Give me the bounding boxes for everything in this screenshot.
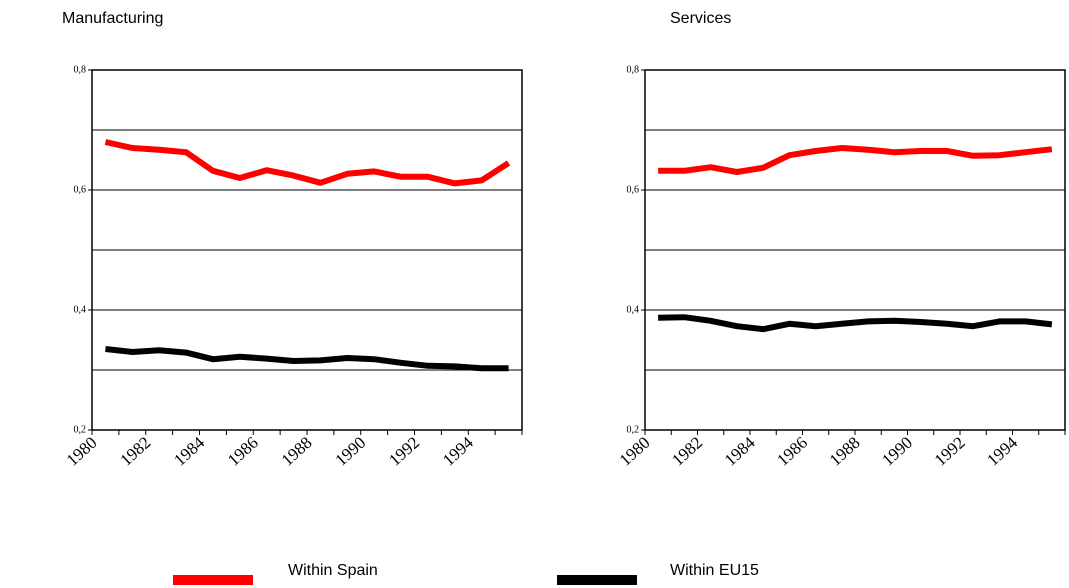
x-tick-label: 1986 [773, 433, 811, 470]
y-tick-label: 0,8 [74, 64, 87, 75]
legend-label: Within Spain [288, 562, 378, 579]
y-tick-label: 0,6 [627, 184, 640, 195]
legend-swatch [173, 575, 253, 585]
x-tick-label: 1988 [826, 433, 864, 470]
x-tick-label: 1990 [331, 433, 369, 470]
series-line [104, 139, 511, 187]
x-tick-label: 1984 [721, 433, 759, 470]
x-tick-label: 1982 [668, 433, 706, 470]
x-tick-label: 1992 [385, 433, 423, 470]
x-tick-label: 1988 [278, 433, 316, 470]
x-tick-label: 1980 [616, 433, 654, 470]
x-tick-label: 1984 [170, 433, 208, 470]
y-tick-label: 0,4 [74, 304, 87, 315]
series-line [658, 314, 1053, 333]
legend-swatch [557, 575, 637, 585]
legend-label: Within EU15 [670, 562, 759, 579]
y-tick-label: 0,4 [627, 304, 640, 315]
x-tick-label: 1982 [116, 433, 154, 470]
chart-subtitle: Manufacturing [62, 10, 163, 27]
y-tick-label: 0,2 [627, 424, 640, 435]
y-tick-label: 0,8 [627, 64, 640, 75]
series-line [658, 145, 1053, 175]
x-tick-label: 1994 [983, 433, 1021, 470]
x-tick-label: 1980 [63, 433, 101, 470]
x-tick-label: 1992 [931, 433, 969, 470]
x-tick-label: 1990 [878, 433, 916, 470]
x-tick-label: 1994 [439, 433, 477, 470]
series-line [105, 346, 509, 372]
chart-subtitle: Services [670, 10, 731, 27]
y-tick-label: 0,6 [74, 184, 87, 195]
x-tick-label: 1986 [224, 433, 262, 470]
y-tick-label: 0,2 [74, 424, 87, 435]
